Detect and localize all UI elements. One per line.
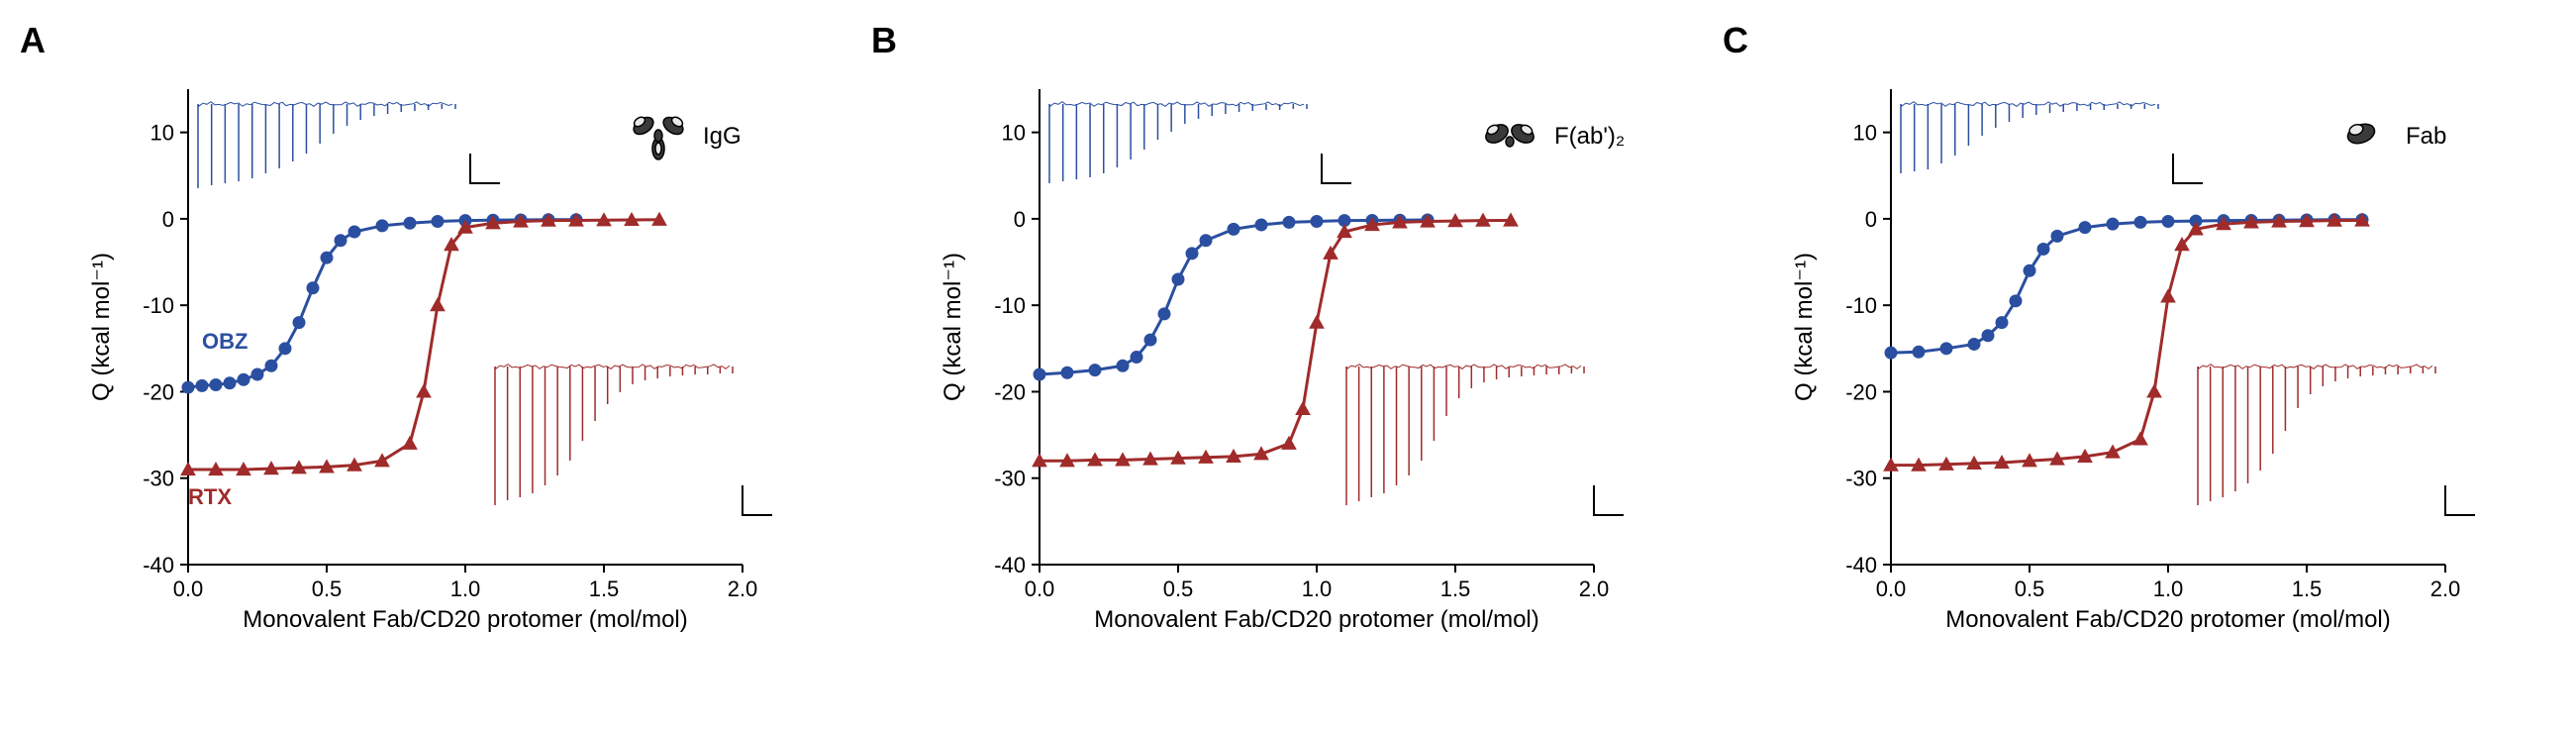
- chart: -40 -30 -20 -10 0 10 0.0 0.5 1.0 1.5 2.0 Q (kcal mo…: [1782, 59, 2515, 654]
- svg-text:Fab: Fab: [2406, 123, 2446, 150]
- svg-text:Q (kcal mol⁻¹): Q (kcal mol⁻¹): [88, 253, 115, 401]
- panel-label: B: [871, 20, 897, 61]
- svg-text:0.0: 0.0: [173, 576, 204, 601]
- svg-text:-40: -40: [994, 553, 1026, 577]
- svg-text:-30: -30: [994, 467, 1026, 491]
- svg-text:-10: -10: [994, 293, 1026, 318]
- svg-text:1.0: 1.0: [450, 576, 481, 601]
- panel-A: A -40 -30 -20 -10 0 10 0.0 0.5 1.0 1.5 2.0 Q (kcal m…: [20, 20, 832, 713]
- svg-text:Q (kcal mol⁻¹): Q (kcal mol⁻¹): [940, 253, 966, 401]
- panel-label: C: [1723, 20, 1748, 61]
- svg-text:0.5: 0.5: [312, 576, 343, 601]
- chart: -40 -30 -20 -10 0 10 0.0 0.5 1.0 1.5 2.0 Q (kcal mo…: [931, 59, 1663, 654]
- svg-text:0.5: 0.5: [2015, 576, 2045, 601]
- svg-text:-10: -10: [1845, 293, 1877, 318]
- svg-text:1.5: 1.5: [1440, 576, 1471, 601]
- svg-text:1.5: 1.5: [589, 576, 620, 601]
- svg-text:Monovalent Fab/CD20 protomer (: Monovalent Fab/CD20 protomer (mol/mol): [243, 606, 688, 633]
- svg-text:-20: -20: [143, 379, 174, 404]
- svg-text:-30: -30: [143, 467, 174, 491]
- svg-text:-20: -20: [1845, 379, 1877, 404]
- svg-text:Q (kcal mol⁻¹): Q (kcal mol⁻¹): [1791, 253, 1818, 401]
- svg-text:-10: -10: [143, 293, 174, 318]
- svg-text:0.5: 0.5: [1163, 576, 1194, 601]
- svg-text:0.0: 0.0: [1876, 576, 1907, 601]
- svg-text:1.0: 1.0: [2153, 576, 2184, 601]
- svg-text:1.5: 1.5: [2292, 576, 2323, 601]
- panel-C: C -40 -30 -20 -10 0 10 0.0 0.5 1.0 1.5 2.0 Q (kcal m…: [1723, 20, 2534, 713]
- svg-text:0.0: 0.0: [1025, 576, 1055, 601]
- svg-text:1.0: 1.0: [1302, 576, 1333, 601]
- svg-text:10: 10: [150, 121, 174, 146]
- panel-label: A: [20, 20, 46, 61]
- svg-text:-30: -30: [1845, 467, 1877, 491]
- svg-text:Monovalent Fab/CD20 protomer (: Monovalent Fab/CD20 protomer (mol/mol): [1094, 606, 1539, 633]
- svg-text:2.0: 2.0: [1579, 576, 1610, 601]
- svg-text:IgG: IgG: [703, 123, 742, 150]
- svg-text:OBZ: OBZ: [202, 329, 248, 354]
- svg-text:-40: -40: [143, 553, 174, 577]
- svg-text:2.0: 2.0: [2430, 576, 2461, 601]
- figure-row: A -40 -30 -20 -10 0 10 0.0 0.5 1.0 1.5 2.0 Q (kcal m…: [20, 20, 2556, 713]
- chart: -40 -30 -20 -10 0 10 0.0 0.5 1.0 1.5 2.0 Q (kcal mo…: [79, 59, 812, 654]
- svg-text:F(ab')₂: F(ab')₂: [1554, 123, 1625, 150]
- svg-text:0: 0: [1014, 207, 1026, 232]
- svg-text:Monovalent Fab/CD20 protomer (: Monovalent Fab/CD20 protomer (mol/mol): [1945, 606, 2391, 633]
- svg-text:10: 10: [1853, 121, 1877, 146]
- svg-text:0: 0: [162, 207, 174, 232]
- svg-text:2.0: 2.0: [728, 576, 758, 601]
- svg-text:-40: -40: [1845, 553, 1877, 577]
- svg-text:RTX: RTX: [188, 484, 232, 509]
- svg-text:-20: -20: [994, 379, 1026, 404]
- svg-text:0: 0: [1865, 207, 1877, 232]
- svg-text:10: 10: [1002, 121, 1026, 146]
- panel-B: B -40 -30 -20 -10 0 10 0.0 0.5 1.0 1.5 2.0 Q (kcal m…: [871, 20, 1683, 713]
